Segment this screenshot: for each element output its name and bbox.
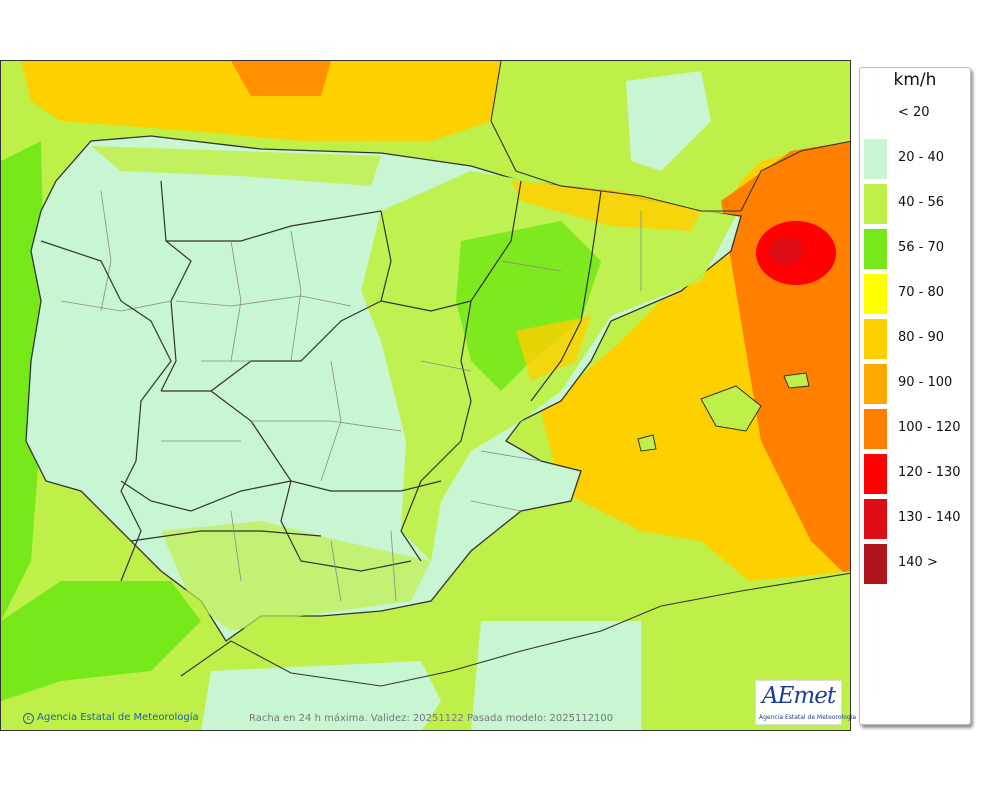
regional-borders: [120, 180, 602, 572]
legend-label: 120 - 130: [898, 465, 961, 480]
wind-gust-map: [0, 60, 851, 731]
algeria-calm: [471, 621, 641, 730]
legend-item: < 20: [864, 94, 968, 134]
biscay-strong-core: [231, 61, 331, 96]
ebro-strong-area: [456, 221, 601, 391]
legend-item: 20 - 40: [864, 139, 968, 179]
legend-label: 90 - 100: [898, 375, 953, 390]
morocco-calm: [201, 661, 441, 730]
gust-max-inner: [768, 237, 804, 265]
legend-item: 140 >: [864, 544, 968, 584]
legend-item: 40 - 56: [864, 184, 968, 224]
logo-subtitle: Agencia Estatal de Meteorología: [759, 714, 856, 721]
legend-item: 90 - 100: [864, 364, 968, 404]
legend-label: 70 - 80: [898, 285, 945, 300]
andalusia-band: [161, 521, 431, 631]
legend-item: 80 - 90: [864, 319, 968, 359]
legend-swatch: [864, 319, 887, 359]
legend-swatch: [864, 274, 887, 314]
legend-label: 100 - 120: [898, 420, 961, 435]
map-caption: Racha en 24 h máxima. Validez: 20251122 …: [249, 713, 614, 724]
france-coastline: [490, 61, 850, 212]
legend-label: 56 - 70: [898, 240, 945, 255]
legend-unit: km/h: [893, 70, 937, 90]
copyright-credit: c Agencia Estatal de Meteorología: [23, 712, 199, 724]
legend-item: 56 - 70: [864, 229, 968, 269]
legend-panel: km/h < 20 20 - 40 40 - 56 56 - 70 70 - 80 80 …: [859, 67, 971, 725]
cantabrian-band: [91, 146, 381, 186]
legend-item: 70 - 80: [864, 274, 968, 314]
legend-swatch: [864, 409, 887, 449]
legend-swatch: [864, 544, 887, 584]
portugal-border: [40, 240, 172, 582]
map-canvas: [1, 61, 850, 730]
province-borders: [60, 190, 642, 602]
aemet-logo: AEmet Agencia Estatal de Meteorología: [755, 680, 856, 725]
mallorca: [700, 385, 762, 432]
iberian-system-gusts: [516, 316, 591, 381]
legend-swatch: [864, 94, 887, 134]
legend-swatch: [864, 184, 887, 224]
pyrenees-gust-band: [511, 181, 701, 231]
gulf-lion-calm: [626, 71, 711, 171]
legend-swatch: [864, 364, 887, 404]
copyright-icon: c: [23, 713, 34, 724]
legend-item: 120 - 130: [864, 454, 968, 494]
legend-swatch: [864, 139, 887, 179]
legend-label: 40 - 56: [898, 195, 945, 210]
legend-label: < 20: [898, 105, 930, 120]
biscay-gust-band: [21, 61, 501, 141]
legend-swatch: [864, 454, 887, 494]
legend-item: 100 - 120: [864, 409, 968, 449]
legend-label: 20 - 40: [898, 150, 945, 165]
legend-swatch: [864, 499, 887, 539]
legend-item: 130 - 140: [864, 499, 968, 539]
atlantic-south-band: [1, 581, 201, 701]
legend-label: 130 - 140: [898, 510, 961, 525]
logo-mark: AEmet: [762, 683, 836, 709]
credit-text: Agencia Estatal de Meteorología: [37, 712, 199, 723]
legend-label: 80 - 90: [898, 330, 945, 345]
menorca: [783, 372, 810, 389]
africa-coastline: [180, 572, 850, 687]
legend-swatch: [864, 229, 887, 269]
legend-label: 140 >: [898, 555, 938, 570]
ibiza: [637, 434, 657, 452]
